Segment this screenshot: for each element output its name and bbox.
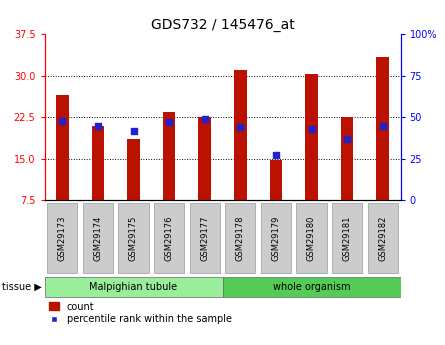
Point (272, 152, 279, 158)
Point (130, 128, 137, 133)
Bar (56, 95, 69, 200)
Bar (305, 74, 318, 200)
Point (344, 136, 351, 141)
Text: GSM29179: GSM29179 (271, 215, 280, 261)
Text: Malpighian tubule: Malpighian tubule (89, 282, 178, 292)
Point (59, 118, 66, 124)
Bar (163, 112, 175, 200)
Text: GSM29175: GSM29175 (129, 215, 138, 261)
Point (201, 116, 208, 122)
FancyBboxPatch shape (368, 203, 398, 273)
Bar (341, 117, 353, 200)
Text: GSM29178: GSM29178 (236, 215, 245, 261)
Text: GSM29180: GSM29180 (307, 215, 316, 261)
Point (94, 123, 101, 128)
Title: GDS732 / 145476_at: GDS732 / 145476_at (150, 18, 295, 32)
FancyBboxPatch shape (83, 203, 113, 273)
FancyBboxPatch shape (190, 203, 220, 273)
Text: GSM29177: GSM29177 (200, 215, 209, 261)
Point (308, 126, 315, 132)
Text: whole organism: whole organism (273, 282, 350, 292)
Bar (92, 126, 104, 200)
Bar (127, 139, 140, 200)
Bar (376, 57, 389, 200)
Text: GSM29173: GSM29173 (58, 215, 67, 261)
Bar (234, 70, 247, 200)
Text: tissue ▶: tissue ▶ (2, 282, 42, 292)
Point (379, 123, 386, 128)
Point (166, 119, 173, 125)
FancyBboxPatch shape (47, 203, 77, 273)
FancyBboxPatch shape (332, 203, 362, 273)
Point (237, 125, 244, 130)
FancyBboxPatch shape (44, 277, 222, 297)
FancyBboxPatch shape (222, 277, 400, 297)
Text: GSM29174: GSM29174 (93, 215, 102, 261)
FancyBboxPatch shape (154, 203, 184, 273)
FancyBboxPatch shape (296, 203, 327, 273)
Text: GSM29181: GSM29181 (343, 215, 352, 261)
Legend: count, percentile rank within the sample: count, percentile rank within the sample (49, 302, 232, 325)
Bar (198, 117, 211, 200)
FancyBboxPatch shape (118, 203, 149, 273)
FancyBboxPatch shape (261, 203, 291, 273)
Bar (270, 160, 282, 200)
Text: GSM29176: GSM29176 (165, 215, 174, 261)
FancyBboxPatch shape (225, 203, 255, 273)
Text: GSM29182: GSM29182 (378, 215, 387, 261)
